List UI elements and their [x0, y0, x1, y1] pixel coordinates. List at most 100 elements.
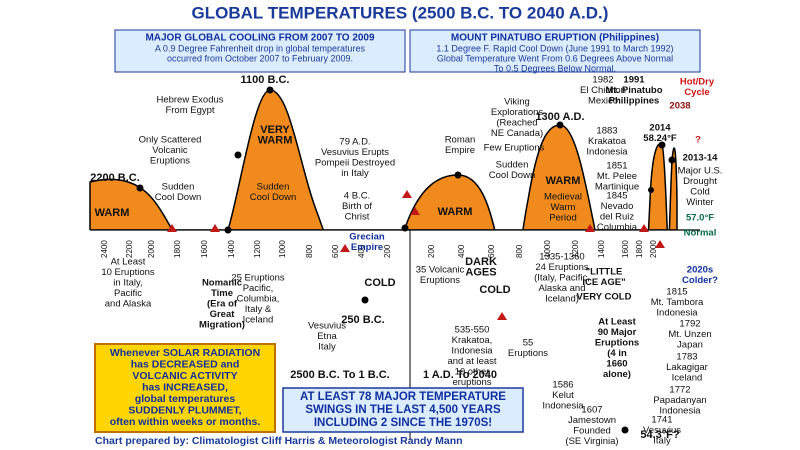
annotation: At Least [598, 317, 636, 328]
annotation: 58.24°F [643, 133, 677, 144]
annotation: 535-550 [455, 325, 490, 336]
annotation: NE Canada) [491, 128, 543, 139]
axis-label: 600 [487, 244, 496, 258]
annotation: Martinique [595, 182, 639, 193]
annotation: 1741 [651, 415, 672, 426]
annotation: and at least [447, 356, 496, 367]
pinatubo-box [409, 29, 701, 73]
annotation: and Alaska [105, 299, 152, 310]
annotation: Sudden [162, 182, 195, 193]
axis-label: 1600 [200, 240, 209, 258]
swings-box [282, 387, 524, 433]
annotation: alone) [603, 369, 631, 380]
annotation: Grecian [349, 232, 385, 243]
annotation: VERY COLD [577, 292, 632, 303]
annotation: ? [695, 135, 701, 146]
annotation: Vesuvius [308, 321, 346, 332]
annotation: Empire [351, 242, 383, 253]
annotation: 24 Eruptions [535, 262, 589, 273]
box-line: A 0.9 Degree Fahrenheit drop in global t… [155, 43, 366, 53]
yellow-box-line: Whenever SOLAR RADIATION [110, 347, 260, 359]
annotation: Eruptions [508, 348, 548, 359]
swings-box-line: AT LEAST 78 MAJOR TEMPERATURE [300, 391, 506, 403]
annotation: AGES [465, 266, 496, 278]
annotation: 54.3°F? [640, 429, 680, 441]
annotation: WARM [258, 134, 293, 146]
annotation: Pompeii Destroyed [315, 158, 395, 169]
annotation: El Chichon [580, 85, 626, 96]
annotation: Mt. Pelee [597, 171, 637, 182]
annotation: Cool Down [250, 192, 296, 203]
annotation: Italy [653, 436, 671, 447]
annotation: Founded [573, 426, 611, 437]
annotation: 90 Major [598, 327, 637, 338]
annotation: "LITTLE [586, 267, 623, 278]
annotation: Sudden [257, 182, 290, 193]
annotation: Vesuvius Erupts [321, 147, 389, 158]
axis-label: 1800 [635, 240, 644, 258]
annotation: 10 Eruptions [101, 267, 155, 278]
annotation: (Reached [496, 118, 537, 129]
annotation: Cool Down [155, 192, 201, 203]
annotation: Major U.S. [678, 166, 723, 177]
axis-label: 1200 [253, 240, 262, 258]
annotation: Indonesia [451, 346, 493, 357]
annotation: Viking [504, 97, 530, 108]
box-heading: MOUNT PINATUBO ERUPTION (Philippines) [451, 33, 659, 44]
annotation: Iceland) [545, 294, 579, 305]
annotation: 2200 B.C. [90, 172, 140, 184]
annotation: Sudden [496, 160, 529, 171]
annotation: Explorations [491, 107, 544, 118]
annotation: ICE AGE" [582, 277, 625, 288]
annotation: Columbia [597, 222, 638, 233]
title: GLOBAL TEMPERATURES (2500 B.C. TO 2040 A… [192, 3, 609, 22]
annotation: Krakatoa [588, 136, 627, 147]
axis-label: 800 [515, 244, 524, 258]
box-line: Global Temperature Went From 0.6 Degrees… [437, 53, 673, 63]
annotation: Drought [683, 176, 717, 187]
annotation: Time [211, 288, 233, 299]
annotation: Alaska and [538, 283, 585, 294]
annotation: Warm [551, 202, 576, 213]
annotation: (Era of [207, 299, 238, 310]
annotation: Mt. Pinatubo [606, 85, 663, 96]
annotation: 1300 A.D. [535, 111, 584, 123]
annotation: 1335-1360 [539, 252, 584, 263]
annotation: 1982 [592, 75, 613, 86]
annotation: Hot/Dry [680, 77, 715, 88]
annotation: Indonesia [656, 308, 698, 319]
axis-label: 200 [427, 244, 436, 258]
yellow-box-line: often within weeks or months. [110, 416, 261, 428]
annotation: 1100 B.C. [241, 74, 290, 86]
annotation: Roman [445, 135, 476, 146]
annotation: Pacific [114, 288, 142, 299]
axis-label: 400 [357, 244, 366, 258]
annotation: 2500 B.C. To 1 B.C. [290, 369, 389, 381]
annotation: 1783 [676, 352, 697, 363]
annotation: 1845 [606, 191, 627, 202]
annotation: 1586 [552, 380, 573, 391]
annotation: Mt. Tambora [651, 297, 704, 308]
yellow-box-line: has DECREASED and [131, 358, 240, 370]
annotation: WARM [438, 206, 473, 218]
annotation: Indonesia [659, 406, 701, 417]
annotation: 2014 [649, 123, 671, 134]
annotation: Italy [318, 342, 336, 353]
annotation: Indonesia [586, 147, 628, 158]
annotation: (Italy, Pacific, [534, 273, 590, 284]
yellow-box [94, 343, 276, 433]
annotation: Cold [690, 187, 710, 198]
annotation: Empire [445, 145, 475, 156]
annotation: Mexico [588, 96, 618, 107]
annotation: Nevado [601, 201, 634, 212]
annotation: 1851 [606, 161, 627, 172]
annotation: Only Scattered [139, 135, 202, 146]
annotation: 1991 [623, 75, 645, 86]
swings-box-line: INCLUDING 2 SINCE THE 1970S! [314, 417, 492, 429]
annotation: (SE Virginia) [565, 436, 618, 447]
axis-label: 1400 [597, 240, 606, 258]
annotation: Christ [345, 212, 370, 223]
axis-label: 1600 [621, 240, 630, 258]
axis-label: 2000 [147, 240, 156, 258]
